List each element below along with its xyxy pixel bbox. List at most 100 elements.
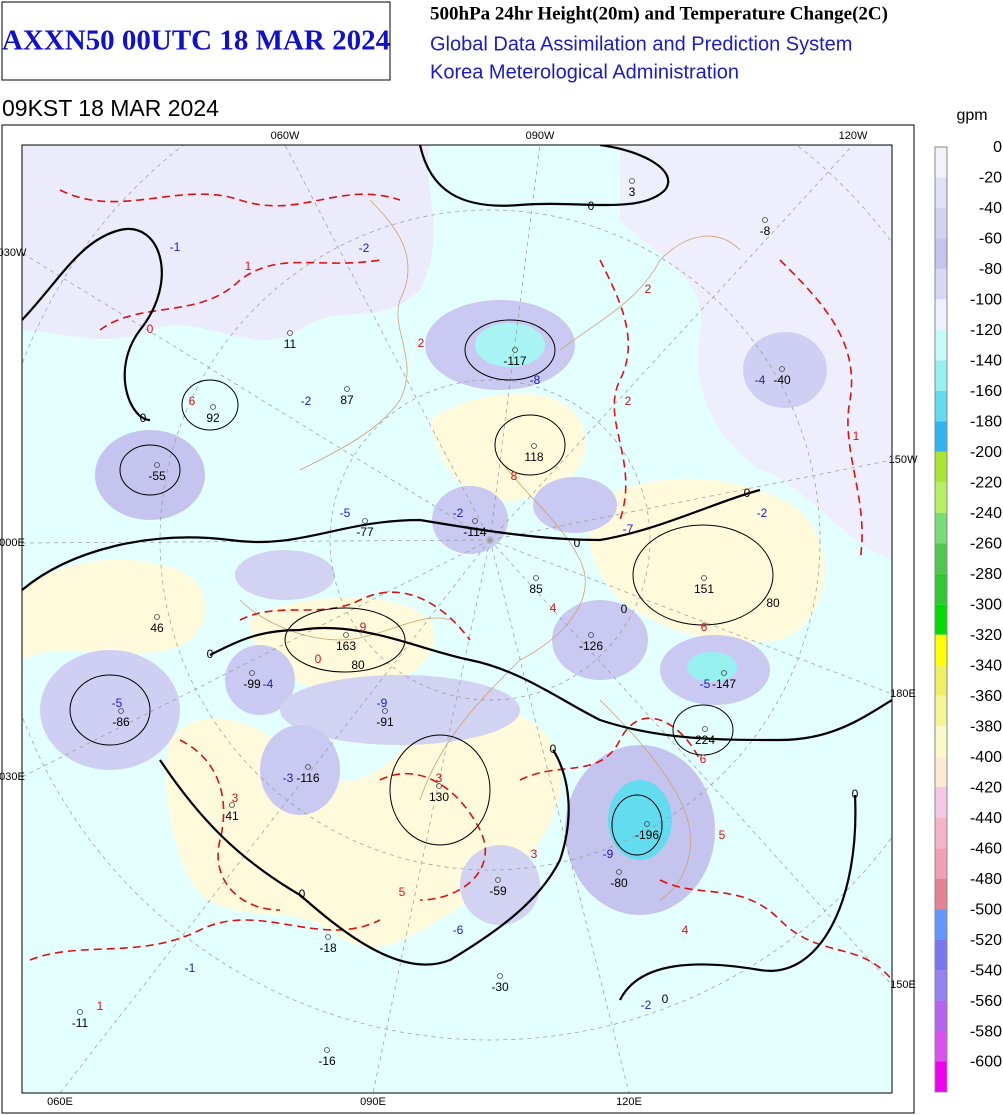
colorbar-swatch [935,726,947,757]
height-center: -91 [376,715,394,729]
colorbar-label: -40 [979,200,1002,217]
warm-label: 6 [700,752,707,766]
warm-label: 1 [853,429,860,443]
inner-frame [21,144,893,1094]
center-marker [531,443,537,449]
colorbar-label: -200 [970,444,1002,461]
center-marker [344,386,350,392]
height-center: 87 [340,393,354,407]
cold-region [552,600,648,680]
warm-label: 2 [625,394,632,408]
height-center: 92 [206,411,220,425]
center-marker [497,973,503,979]
height-center: -59 [489,884,507,898]
center-marker [229,802,235,808]
warm-label: 3 [531,847,538,861]
height-center: -147 [712,677,736,691]
grid-label: 120W [839,130,868,142]
contour-label: 0 [140,411,147,425]
warm-label: 0 [147,322,154,336]
contour-label: 0 [299,887,306,901]
colorbar-swatch [935,177,947,208]
warm-region [430,393,586,502]
colorbar-swatch [935,147,947,178]
contour-label: 0 [588,199,595,213]
warm-label: 1 [245,259,252,273]
height-contours [22,145,892,1001]
center-marker [118,708,124,714]
colorbar-label: -300 [970,596,1002,613]
cold-region [533,477,617,533]
center-marker [362,518,368,524]
colorbar-swatch [935,1061,947,1092]
colorbar-swatch [935,299,947,330]
colorbar-swatch [935,604,947,635]
cold-region [432,486,508,554]
colorbar-label: -260 [970,536,1002,553]
cold-label: -2 [453,506,464,520]
contour-label: 0 [852,787,859,801]
colorbar-label: -320 [970,627,1002,644]
colorbar-label: -60 [979,231,1002,248]
height-center: -86 [112,715,130,729]
warm-label: 3 [436,771,443,785]
colorbar-label: -580 [970,1023,1002,1040]
height-center: -30 [491,980,509,994]
colorbar-swatch [935,421,947,452]
grid-label: 090E [360,1096,386,1108]
cold-region [743,332,827,408]
colorbar-label: -20 [979,170,1002,187]
center-marker [533,575,539,581]
cold-label: -2 [359,241,370,255]
center-marker [512,347,518,353]
cold-region [95,430,205,520]
height-center: -99 [243,677,261,691]
height-center: -40 [773,373,791,387]
colorbar-swatch [935,543,947,574]
warm-region [250,597,435,690]
height-center: -117 [503,354,526,368]
grid-label: 060E [47,1096,73,1108]
colorbar-swatch [935,909,947,940]
height-center: -116 [296,771,319,785]
colorbar-label: -540 [970,962,1002,979]
contour-label: 0 [621,602,628,616]
colorbar-label: -380 [970,718,1002,735]
contour-label: 80 [351,658,365,672]
cold-label: -4 [263,677,274,691]
colorbar-swatch [935,878,947,910]
colorbar-swatch [935,695,947,727]
center-marker [287,330,293,336]
height-center: 224 [695,733,715,747]
colorbar-label: -500 [970,901,1002,918]
cold-label: -9 [603,847,614,861]
warm-label: 5 [719,828,726,842]
cold-region [280,675,520,745]
center-marker [154,614,160,620]
product-label: AXXN50 00UTC 18 MAR 2024 [2,25,390,57]
warm-label: 6 [189,394,196,408]
center-marker [495,877,501,883]
colorbar-swatch [935,207,947,239]
cold-label: -2 [301,394,312,408]
map-title: 500hPa 24hr Height(20m) and Temperature … [430,3,888,24]
colorbar-label: -180 [970,414,1002,431]
system-name: Global Data Assimilation and Prediction … [430,33,852,55]
warm-region [22,559,206,660]
center-marker [472,518,478,524]
valid-time: 09KST 18 MAR 2024 [2,95,219,121]
height-center: -114 [463,525,486,539]
contour-label: 0 [207,647,214,661]
height-center: 11 [284,337,297,351]
colorbar-label: -520 [970,932,1002,949]
center-marker [249,670,255,676]
contour-label: 80 [766,596,780,610]
temperature-contours [29,189,892,981]
height-center: -55 [148,469,166,483]
grid-label: 030E [0,771,25,783]
cold-label: -8 [530,373,541,387]
height-center: 130 [429,790,449,804]
